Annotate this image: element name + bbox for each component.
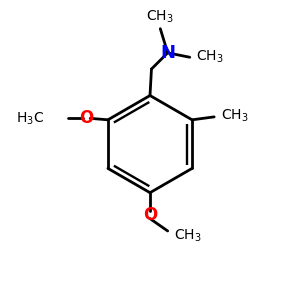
Text: CH$_3$: CH$_3$ [174,228,201,244]
Text: N: N [160,44,175,62]
Text: CH$_3$: CH$_3$ [146,9,174,25]
Text: CH$_3$: CH$_3$ [221,107,249,124]
Text: CH$_3$: CH$_3$ [196,49,223,65]
Text: O: O [143,206,157,224]
Text: H$_3$C: H$_3$C [16,110,44,127]
Text: O: O [80,109,94,127]
